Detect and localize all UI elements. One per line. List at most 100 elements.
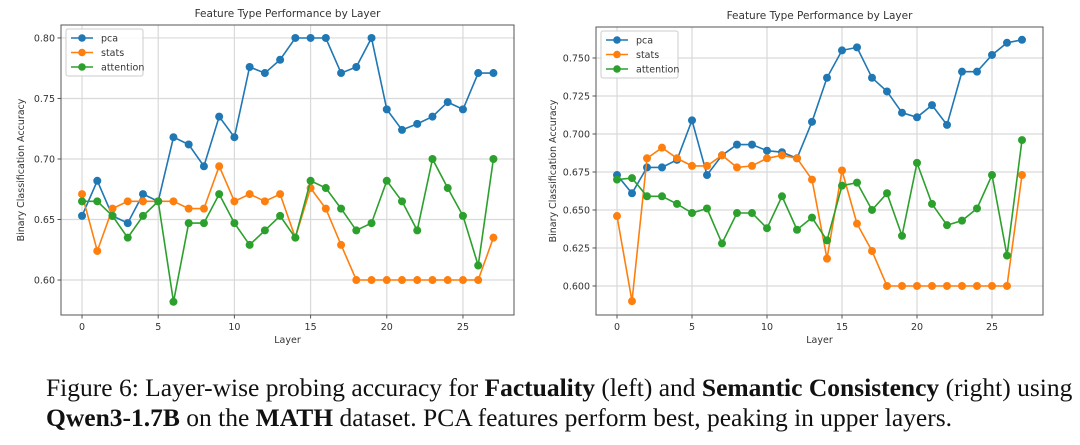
data-point-stats [613, 212, 621, 221]
figure-charts: 0 5 10 15 20 25 0.60 0.65 0.70 0.75 0.80 Feature Ty… [16, 8, 1044, 346]
data-point-stats [673, 154, 681, 163]
y-tick-label: 0.675 [563, 167, 590, 178]
data-point-stats [958, 281, 966, 290]
data-point-stats [658, 143, 666, 152]
caption-text: dataset. PCA features perform best, peak… [333, 403, 952, 432]
data-point-stats [474, 276, 483, 285]
data-point-attention [943, 221, 951, 230]
data-point-pca [398, 125, 407, 134]
x-tick-label: 5 [689, 322, 695, 333]
legend-marker-stats [78, 48, 86, 57]
data-point-stats [868, 247, 876, 256]
data-point-stats [733, 163, 741, 172]
chart-title: Feature Type Performance by Layer [195, 8, 382, 20]
data-point-stats [988, 281, 996, 290]
data-point-attention [428, 154, 437, 163]
data-point-stats [367, 276, 376, 285]
y-tick-label: 0.70 [34, 154, 55, 165]
axes-frame [60, 24, 515, 316]
data-point-stats [928, 281, 936, 290]
data-point-attention [123, 233, 132, 242]
data-point-attention [928, 199, 936, 208]
chart-left-factuality: 0 5 10 15 20 25 0.60 0.65 0.70 0.75 0.80 Feature Ty… [16, 8, 515, 346]
data-point-stats [169, 197, 178, 206]
x-tick-label: 20 [911, 322, 923, 333]
data-point-stats [108, 204, 117, 213]
data-point-attention [306, 176, 315, 185]
data-point-attention [337, 204, 346, 213]
series-line-attention [616, 139, 1023, 256]
data-point-attention [883, 189, 891, 198]
series-line-pca [81, 35, 494, 225]
data-point-stats [489, 233, 498, 242]
data-point-pca [138, 190, 147, 199]
legend: pca stats attention [65, 28, 144, 77]
data-point-stats [260, 197, 269, 206]
x-tick-label: 15 [836, 322, 848, 333]
data-point-pca [958, 67, 966, 76]
data-point-attention [673, 199, 681, 208]
data-point-pca [928, 101, 936, 110]
legend-box [600, 30, 679, 79]
caption-text: on the [179, 403, 256, 432]
x-tick-label: 0 [614, 322, 620, 333]
data-point-stats [199, 204, 208, 213]
data-point-attention [688, 209, 696, 218]
data-point-pca [688, 116, 696, 125]
data-point-attention [1018, 136, 1026, 145]
legend-label-pca: pca [101, 34, 118, 45]
data-point-attention [443, 184, 452, 193]
data-point-pca [184, 140, 193, 149]
data-point-pca [943, 120, 951, 129]
data-point-attention [718, 239, 726, 248]
legend-marker-pca [613, 36, 621, 44]
y-tick-label: 0.700 [563, 129, 590, 140]
data-point-stats [215, 162, 224, 171]
data-point-stats [352, 276, 361, 285]
data-point-pca [215, 112, 224, 121]
data-point-stats [628, 297, 636, 306]
axes-frame [595, 26, 1044, 316]
legend-marker-attention [613, 65, 621, 73]
data-point-attention [138, 211, 147, 220]
data-point-stats [808, 175, 816, 184]
y-tick-label: 0.650 [563, 205, 590, 216]
data-point-attention [398, 197, 407, 206]
data-point-stats [718, 151, 726, 160]
data-point-pca [703, 171, 711, 180]
data-point-stats [853, 219, 861, 228]
data-point-pca [260, 69, 269, 78]
data-point-attention [169, 297, 178, 306]
data-point-stats [428, 276, 437, 285]
data-point-attention [733, 209, 741, 218]
data-point-pca [658, 163, 666, 172]
x-tick-label: 25 [457, 322, 469, 333]
x-axis-label: Layer [806, 335, 833, 346]
x-tick-label: 20 [381, 322, 393, 333]
data-point-stats [413, 276, 422, 285]
data-point-attention [474, 261, 483, 270]
legend: pca stats attention [600, 30, 679, 79]
y-tick-label: 0.600 [563, 281, 590, 292]
x-tick-label: 10 [761, 322, 773, 333]
data-point-pca [474, 69, 483, 78]
figure-caption: Figure 6: Layer-wise probing accuracy fo… [46, 373, 1076, 433]
x-tick-label: 5 [155, 322, 161, 333]
data-point-pca [306, 33, 315, 42]
data-point-pca [78, 211, 87, 220]
data-point-attention [823, 236, 831, 245]
x-tick-label: 0 [79, 322, 85, 333]
data-point-attention [276, 211, 285, 220]
legend-label-pca: pca [636, 36, 653, 47]
data-point-stats [337, 240, 346, 249]
data-point-attention [199, 219, 208, 228]
data-point-attention [763, 224, 771, 233]
data-point-attention [988, 171, 996, 180]
legend-marker-pca [78, 34, 86, 42]
x-tick-label: 25 [986, 322, 998, 333]
data-point-stats [748, 161, 756, 170]
data-point-pca [93, 176, 102, 185]
data-point-pca [169, 133, 178, 142]
data-point-stats [458, 276, 467, 285]
legend-box [65, 28, 144, 77]
